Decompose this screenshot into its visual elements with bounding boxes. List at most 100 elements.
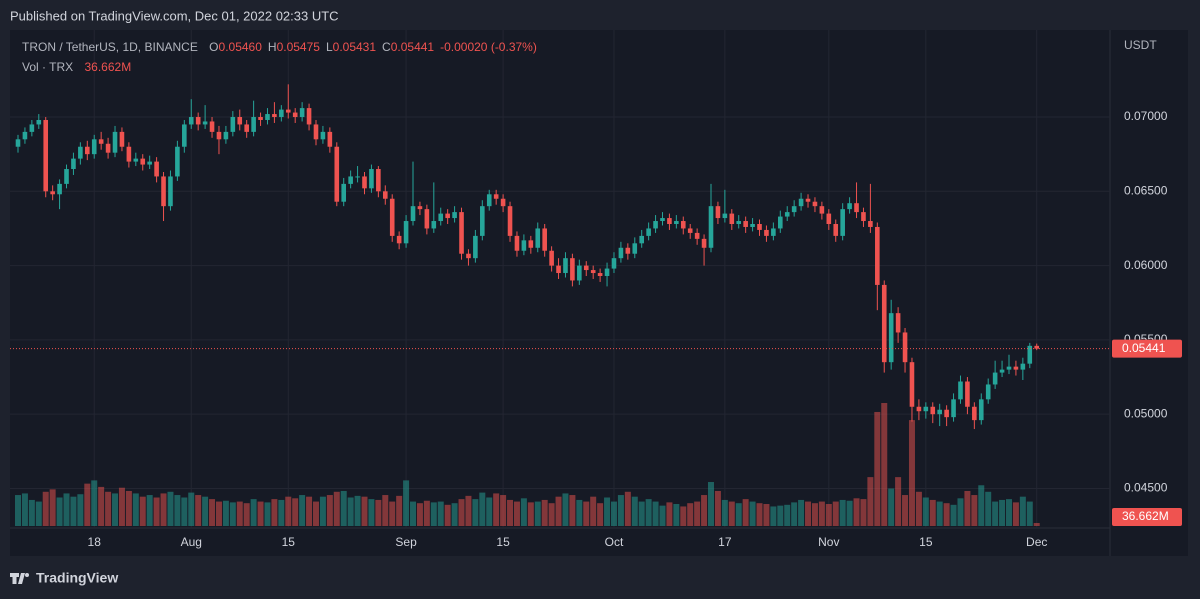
candle-body [563, 258, 568, 274]
volume-bar [382, 495, 389, 526]
candle-body [341, 183, 347, 202]
candle-body [923, 406, 929, 412]
volume-bar [548, 503, 555, 526]
candle-body [244, 124, 249, 132]
volume-bar [791, 502, 798, 526]
x-tick-label: Oct [605, 535, 624, 549]
candle-body [161, 176, 166, 207]
symbol: TRON / TetherUS, 1D, BINANCE [22, 40, 198, 54]
volume-bar [167, 491, 174, 526]
volume-bar [541, 499, 548, 526]
volume-bar [42, 491, 49, 526]
candle-body [424, 209, 430, 229]
y-tick-label: 0.06500 [1124, 183, 1168, 197]
volume-bar [839, 499, 846, 526]
x-tick-label: Aug [181, 535, 202, 549]
footer-brand: TradingView [36, 570, 118, 586]
volume-bar [479, 492, 486, 526]
volume-bar [638, 501, 645, 526]
candle-body [355, 176, 360, 178]
volume-bar [285, 496, 292, 526]
volume-bar [35, 501, 42, 526]
volume-bar [1005, 499, 1012, 526]
candle-body [396, 235, 402, 244]
candle-body [500, 198, 506, 207]
volume-bar [188, 492, 195, 526]
y-tick-label: 0.07000 [1124, 109, 1168, 123]
candle-body [535, 228, 541, 248]
volume-bar [465, 495, 472, 526]
candle-body [729, 213, 735, 224]
candle-body [965, 381, 970, 407]
volume-bar [368, 499, 375, 526]
volume-bar [777, 505, 784, 526]
volume-bar [292, 498, 299, 526]
volume-bar [562, 493, 569, 526]
candle-body [251, 117, 256, 132]
candle-body [258, 117, 263, 120]
volume-bar [236, 501, 243, 526]
volume-bar [354, 495, 361, 526]
volume-bar [936, 501, 943, 526]
legend-value: 0.05431 [333, 40, 377, 54]
volume-bar [493, 493, 500, 526]
candle-body [285, 109, 291, 113]
legend-key: O [209, 40, 218, 54]
volume-bar [527, 502, 534, 526]
candle-body [972, 406, 977, 421]
candle-body [868, 221, 873, 227]
candle-body [687, 228, 693, 233]
volume-bar [63, 493, 70, 526]
candle-body [542, 228, 547, 251]
candle-body [570, 258, 575, 281]
volume-legend-label: Vol · TRX [22, 60, 73, 74]
volume-bar [70, 496, 77, 526]
volume-bar [583, 501, 590, 526]
volume-bar [590, 496, 597, 526]
axis-unit: USDT [1124, 38, 1157, 52]
last-price-box [1112, 339, 1182, 358]
volume-bar [264, 502, 271, 526]
candle-body [930, 406, 936, 415]
volume-bar [132, 493, 139, 526]
volume-bar [15, 495, 21, 526]
candle-body [91, 139, 97, 155]
y-tick-label: 0.05000 [1124, 406, 1168, 420]
candle-body [916, 406, 922, 412]
candle-body [15, 139, 21, 147]
volume-bar [430, 502, 437, 526]
candle-body [22, 131, 28, 140]
volume-bar [708, 482, 714, 526]
candle-body [202, 121, 208, 125]
volume-bar [389, 501, 396, 526]
volume-bar [507, 499, 514, 526]
volume-bar [610, 501, 617, 526]
candle-body [826, 213, 832, 224]
candle-body [410, 206, 416, 222]
volume-bar [735, 503, 742, 526]
candle-body [480, 206, 485, 236]
published-header: Published on TradingView.com, Dec 01, 20… [10, 8, 339, 23]
candle-body [168, 176, 173, 207]
candle-body [805, 198, 811, 202]
candle-body [909, 362, 915, 407]
candle-body [902, 332, 908, 363]
volume-bar [472, 499, 479, 526]
candle-body [722, 213, 728, 219]
candle-body [861, 212, 866, 222]
volume-bar [257, 501, 264, 526]
volume-bar [139, 496, 146, 526]
candle-body [71, 158, 76, 170]
logo-dot [25, 573, 29, 577]
volume-bar [153, 497, 160, 526]
volume-bar [49, 489, 56, 526]
volume-bar [174, 495, 181, 526]
volume-bar [160, 493, 167, 526]
candle-body [389, 198, 395, 236]
volume-bar [1026, 501, 1033, 526]
candle-body [778, 216, 783, 229]
volume-bar [908, 420, 915, 526]
volume-bar [860, 499, 867, 526]
chart-pane [10, 30, 1188, 556]
